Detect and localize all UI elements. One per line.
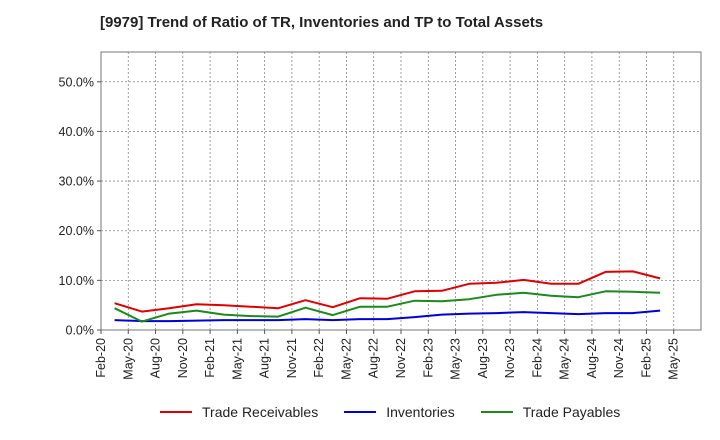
x-tick-label: May-20 (121, 338, 135, 380)
x-tick-label: Feb-20 (94, 338, 108, 378)
x-tick-label: Aug-22 (367, 338, 381, 378)
y-tick-label: 20.0% (59, 224, 94, 238)
legend-item-trade-receivables: Trade Receivables (160, 404, 318, 420)
x-tick-label: Nov-22 (394, 338, 408, 378)
legend-label-inventories: Inventories (386, 404, 455, 420)
x-axis: Feb-20 May-20 Aug-20 Nov-20 Feb-21 May-21 Aug-… (94, 330, 681, 380)
x-tick-label: Aug-21 (258, 338, 272, 378)
legend-swatch-inventories (344, 411, 377, 413)
x-tick-label: Aug-20 (149, 338, 163, 378)
y-tick-label: 10.0% (59, 274, 94, 288)
legend-label-trade-payables: Trade Payables (522, 404, 621, 420)
y-tick-label: 30.0% (59, 175, 94, 189)
legend-swatch-trade-payables (480, 411, 513, 413)
series-line-inventories (114, 309, 661, 323)
grid-lines (101, 52, 701, 330)
x-tick-label: May-24 (558, 338, 572, 380)
x-tick-label: Nov-21 (285, 338, 299, 378)
series-line-trade-receivables (114, 270, 661, 313)
x-tick-label: Nov-23 (503, 338, 517, 378)
y-tick-label: 40.0% (59, 125, 94, 139)
x-tick-label: Aug-23 (476, 338, 490, 378)
x-tick-label: Nov-24 (612, 338, 626, 378)
x-tick-label: Feb-21 (203, 338, 217, 378)
x-tick-label: May-21 (230, 338, 244, 380)
x-tick-label: May-23 (449, 338, 463, 380)
x-tick-label: Feb-23 (421, 338, 435, 378)
legend-item-inventories: Inventories (344, 404, 455, 420)
chart-title: [9979] Trend of Ratio of TR, Inventories… (100, 14, 544, 31)
x-tick-label: May-22 (339, 338, 353, 380)
x-tick-label: Feb-25 (639, 338, 653, 378)
x-tick-label: May-25 (667, 338, 681, 380)
x-tick-label: Nov-20 (176, 338, 190, 378)
series-lines (114, 270, 661, 323)
y-axis: 0.0% 10.0% 20.0% 30.0% 40.0% 50.0% (59, 75, 101, 338)
legend-label-trade-receivables: Trade Receivables (202, 404, 319, 420)
x-tick-label: Feb-24 (530, 338, 544, 378)
legend-swatch-trade-receivables (160, 411, 192, 413)
x-tick-label: Aug-24 (585, 338, 599, 378)
legend: Trade Receivables Inventories Trade Paya… (160, 404, 646, 420)
legend-item-trade-payables: Trade Payables (480, 404, 621, 420)
y-tick-label: 50.0% (59, 75, 94, 89)
y-tick-label: 0.0% (66, 324, 95, 338)
series-line-trade-payables (114, 290, 661, 323)
x-tick-label: Feb-22 (312, 338, 326, 378)
